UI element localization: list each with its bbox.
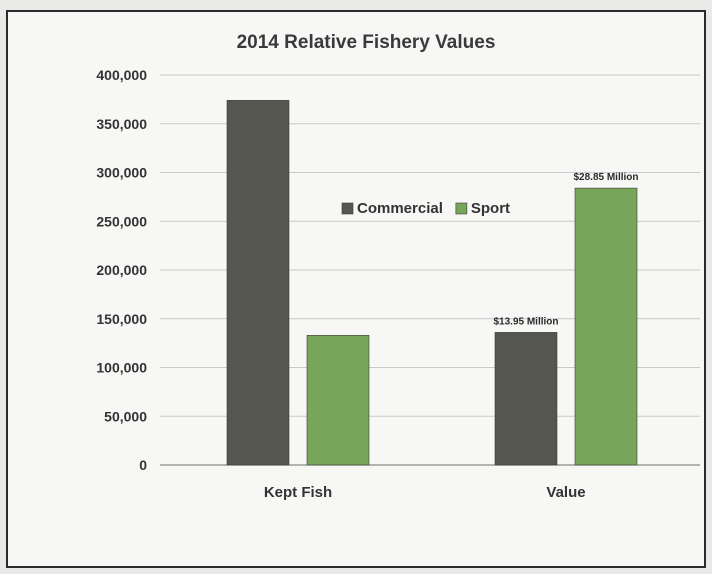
x-axis-ticks: Kept Fish Value <box>264 484 586 501</box>
bar-sport-kept-fish <box>306 335 370 466</box>
y-tick-label: 50,000 <box>104 408 147 424</box>
legend-entry: Commercial <box>357 200 443 217</box>
data-labels: $13.95 Million $28.85 Million <box>493 172 638 327</box>
y-tick-label: 100,000 <box>96 360 147 376</box>
x-tick-label: Value <box>546 484 585 501</box>
y-tick-label: 400,000 <box>96 67 147 83</box>
bar-sport-value <box>574 187 638 466</box>
chart-title: 2014 Relative Fishery Values <box>237 32 496 53</box>
y-tick-label: 200,000 <box>96 262 147 278</box>
legend-swatch <box>341 202 354 215</box>
y-axis-ticks: 0 50,000 100,000 150,000 200,000 250,000 300,0… <box>96 67 147 473</box>
bars <box>226 100 638 466</box>
y-tick-label: 250,000 <box>96 213 147 229</box>
x-tick-label: Kept Fish <box>264 484 332 501</box>
y-tick-label: 300,000 <box>96 165 147 181</box>
legend: Commercial Sport <box>341 200 510 217</box>
y-tick-label: 350,000 <box>96 116 147 132</box>
legend-entry: Sport <box>471 200 510 217</box>
y-tick-label: 150,000 <box>96 311 147 327</box>
data-label: $13.95 Million <box>493 316 558 327</box>
y-tick-label: 0 <box>139 457 147 473</box>
bar-commercial-kept-fish <box>226 100 290 466</box>
legend-swatch <box>455 202 468 215</box>
bar-commercial-value <box>494 332 558 466</box>
data-label: $28.85 Million <box>573 172 638 183</box>
